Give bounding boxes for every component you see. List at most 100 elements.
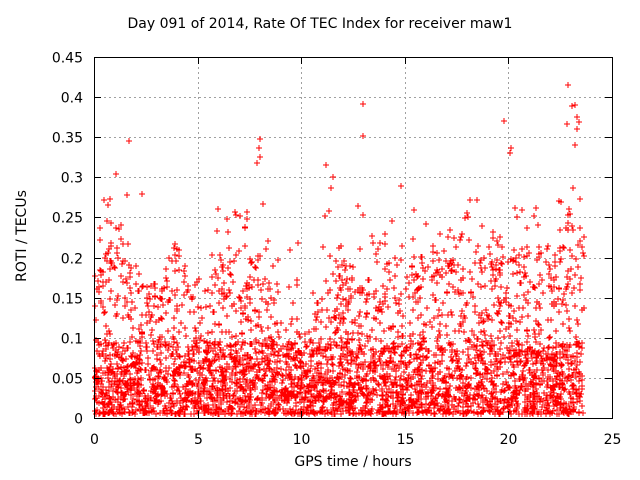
data-point [526,367,532,373]
data-point [179,302,185,308]
data-point [419,373,425,379]
data-point [538,327,544,333]
data-point [554,374,560,380]
data-point [534,257,540,263]
data-point [255,362,261,368]
data-point [196,360,202,366]
data-point [460,408,466,414]
data-point [226,404,232,410]
data-point [317,344,323,350]
data-point [152,285,158,291]
data-point [324,375,330,381]
data-point [551,357,557,363]
data-point [426,362,432,368]
data-point [344,276,350,282]
data-point [272,321,278,327]
data-point [107,196,113,202]
data-point [552,397,558,403]
data-point [362,359,368,365]
data-point [262,341,268,347]
data-point [118,385,124,391]
data-point [530,284,536,290]
data-point [524,244,530,250]
data-point [470,400,476,406]
data-point [498,356,504,362]
data-point [198,333,204,339]
data-point [410,410,416,416]
data-point [351,382,357,388]
data-point [287,406,293,412]
data-point [575,242,581,248]
data-point [152,385,158,391]
data-point [497,272,503,278]
data-point [249,284,255,290]
data-point [170,390,176,396]
data-point [353,411,359,417]
data-point [579,345,585,351]
data-point [315,393,321,399]
data-point [207,340,213,346]
data-point [224,293,230,299]
data-point [466,381,472,387]
data-point [139,334,145,340]
data-point [569,103,575,109]
data-point [577,359,583,365]
data-point [410,307,416,313]
data-point [409,264,415,270]
data-point [226,287,232,293]
data-point [459,308,465,314]
data-point [407,359,413,365]
data-point [370,386,376,392]
data-point [376,382,382,388]
data-point [452,289,458,295]
data-point [286,392,292,398]
data-point [111,411,117,417]
data-point [489,338,495,344]
data-point [506,324,512,330]
data-point [484,401,490,407]
data-point [542,402,548,408]
data-point [478,284,484,290]
data-point [263,246,269,252]
data-point [128,387,134,393]
data-point [363,314,369,320]
data-point [136,288,142,294]
plot-frame [94,57,613,419]
data-point [381,328,387,334]
data-point [568,266,574,272]
data-point [148,332,154,338]
data-point [406,397,412,403]
data-point [276,348,282,354]
data-point [497,411,503,417]
data-point [495,351,501,357]
data-point [483,395,489,401]
data-point [189,357,195,363]
data-point [356,323,362,329]
data-point [115,293,121,299]
data-point [244,286,250,292]
data-point [325,357,331,363]
data-point [514,214,520,220]
data-point [432,297,438,303]
data-point [275,372,281,378]
data-point [415,409,421,415]
data-point-outlier [360,101,366,107]
data-point [96,367,102,373]
data-point [335,375,341,381]
data-point [184,289,190,295]
data-point [355,380,361,386]
data-point [223,369,229,375]
data-point [472,365,478,371]
data-point [467,269,473,275]
data-point [577,225,583,231]
data-point [573,256,579,262]
data-point [511,364,517,370]
data-point [395,334,401,340]
data-point [574,399,580,405]
data-point [367,368,373,374]
data-point [222,411,228,417]
data-point [531,394,537,400]
data-point [468,385,474,391]
data-point [385,304,391,310]
data-point [448,354,454,360]
